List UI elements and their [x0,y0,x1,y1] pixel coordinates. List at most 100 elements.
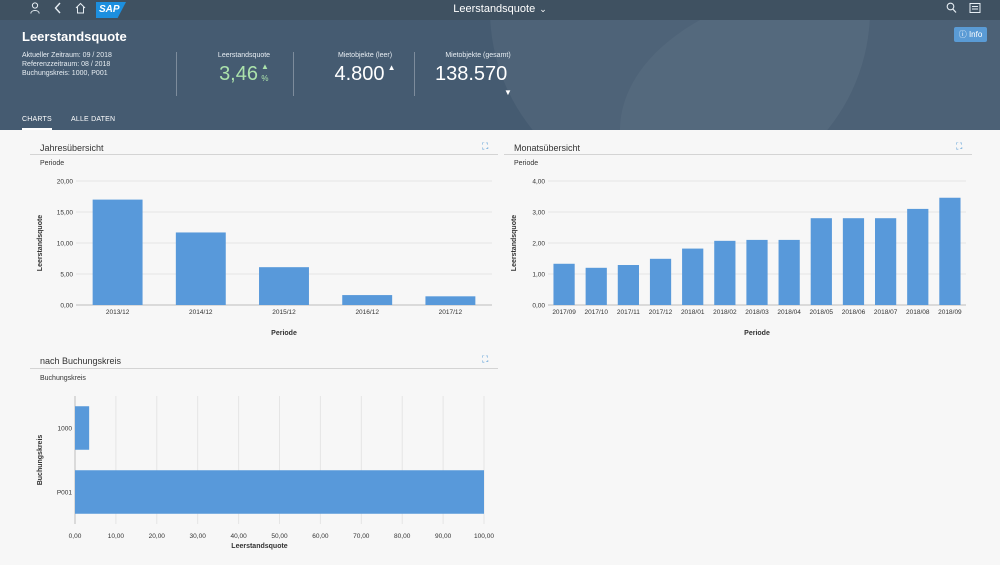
x-tick-label: 2018/02 [713,309,737,316]
x-tick-label: 2015/12 [272,309,296,316]
sap-logo[interactable]: SAP [96,2,126,18]
bar [939,197,961,305]
bar [92,199,143,305]
x-tick-label: 100,00 [474,533,494,540]
x-tick-label: 2017/11 [617,309,640,316]
expand-icon[interactable]: ⛶ [482,141,489,151]
chart-monthly: 0,00 1,00 2,00 3,00 4,00 2017/09 2017/10 2017/1… [511,179,966,337]
user-icon[interactable] [30,2,40,18]
bar [746,239,768,305]
chart-caption: Periode [514,160,539,167]
y-tick-label: 15,00 [57,210,74,217]
attribute-reference-period: Referenzzeitraum: 08 / 2018 [22,61,111,68]
attribute-current-period: Aktueller Zeitraum: 09 / 2018 [22,52,112,59]
y-tick-label: 4,00 [532,179,545,186]
y-tick-label: 2,00 [532,241,545,248]
x-tick-label: 2018/08 [906,309,930,316]
y-tick-label: 10,00 [57,241,74,248]
bar [907,208,929,305]
info-button[interactable]: ⓘ Info [954,27,987,42]
x-tick-label: 2018/03 [745,309,769,316]
y-tick-label: P001 [57,490,73,497]
shell-title-dropdown[interactable]: Leerstandsquote ⌄ [0,3,1000,15]
kpi-value: 138.570 [435,63,508,85]
kpi-label: Mietobjekte (gesamt) [445,52,511,59]
x-axis-title: Periode [744,330,770,337]
chevron-down-icon: ⌄ [539,4,547,14]
chart-caption: Buchungskreis [40,375,86,382]
x-tick-label: 60,00 [312,533,329,540]
card-divider [30,368,498,369]
kpi-vacant-objects[interactable]: Mietobjekte (leer) 4.800 ▲ [310,52,420,86]
separator [293,52,294,96]
bar [682,248,704,305]
page-title: Leerstandsquote [22,29,127,44]
x-tick-label: 2018/05 [810,309,834,316]
y-tick-label: 5,00 [60,272,73,279]
bar [259,267,309,305]
kpi-label: Leerstandsquote [217,52,271,59]
back-icon[interactable] [54,2,62,18]
x-tick-label: 2018/01 [681,309,705,316]
y-axis-title: Leerstandsquote [37,215,44,272]
card-divider [504,154,972,155]
x-tick-label: 2018/07 [874,309,898,316]
kpi-vacancy-rate[interactable]: Leerstandsquote 3,46 ▲% [196,52,292,86]
bar [425,296,476,305]
expand-icon[interactable]: ⛶ [482,354,489,364]
x-tick-label: 2017/09 [552,309,576,316]
x-tick-label: 2016/12 [355,309,379,316]
y-tick-label: 1000 [58,426,73,433]
bar [617,265,639,305]
bar [810,218,832,305]
bar [585,267,607,305]
x-tick-label: 2013/12 [106,309,130,316]
x-tick-label: 70,00 [353,533,370,540]
y-axis-title: Buchungskreis [37,435,44,486]
trend-up-icon: ▲ [387,63,396,72]
x-tick-label: 20,00 [149,533,166,540]
card-title-company: nach Buchungskreis [40,356,122,366]
menu-icon[interactable] [969,2,981,18]
x-axis-title: Leerstandsquote [231,543,288,550]
search-icon[interactable] [946,2,957,18]
y-tick-label: 20,00 [57,179,74,186]
shell-title: Leerstandsquote [453,3,536,15]
tab-charts[interactable]: CHARTS [22,116,52,130]
trend-down-icon: ▼ [504,88,512,97]
expand-icon[interactable]: ⛶ [956,141,963,151]
object-header: Leerstandsquote ⓘ Info Aktueller Zeitrau… [0,20,1000,130]
separator [414,52,415,96]
y-axis-title: Leerstandsquote [511,215,518,272]
bar [778,239,800,305]
bar [714,240,736,305]
y-tick-label: 1,00 [532,272,545,279]
kpi-label: Mietobjekte (leer) [337,52,393,59]
separator [176,52,177,96]
card-title-yearly: Jahresübersicht [40,143,104,153]
x-tick-label: 2014/12 [189,309,213,316]
x-tick-label: 30,00 [190,533,207,540]
shell-bar: SAP Leerstandsquote ⌄ [0,0,1000,20]
y-tick-label: 3,00 [532,210,545,217]
x-tick-label: 10,00 [108,533,125,540]
chart-caption: Periode [40,160,65,167]
header-decoration [620,20,1000,130]
x-tick-label: 80,00 [394,533,411,540]
x-tick-label: 40,00 [230,533,247,540]
home-icon[interactable] [75,2,86,18]
bar [649,258,672,305]
x-tick-label: 2017/12 [649,309,673,316]
x-tick-label: 2017/10 [584,309,608,316]
bar [875,218,897,305]
kpi-total-objects[interactable]: Mietobjekte (gesamt) 138.570 ▼ [428,52,528,97]
bar [75,406,90,450]
bar [75,470,484,514]
x-tick-label: 50,00 [271,533,288,540]
tab-all-data[interactable]: ALLE DATEN [71,116,116,123]
x-axis-title: Periode [271,330,297,337]
chart-company: 0,00 10,00 20,00 30,00 40,00 50,00 60,00 70,00 8… [37,396,494,550]
x-tick-label: 2018/06 [842,309,866,316]
bar [842,218,865,305]
x-tick-label: 90,00 [435,533,452,540]
